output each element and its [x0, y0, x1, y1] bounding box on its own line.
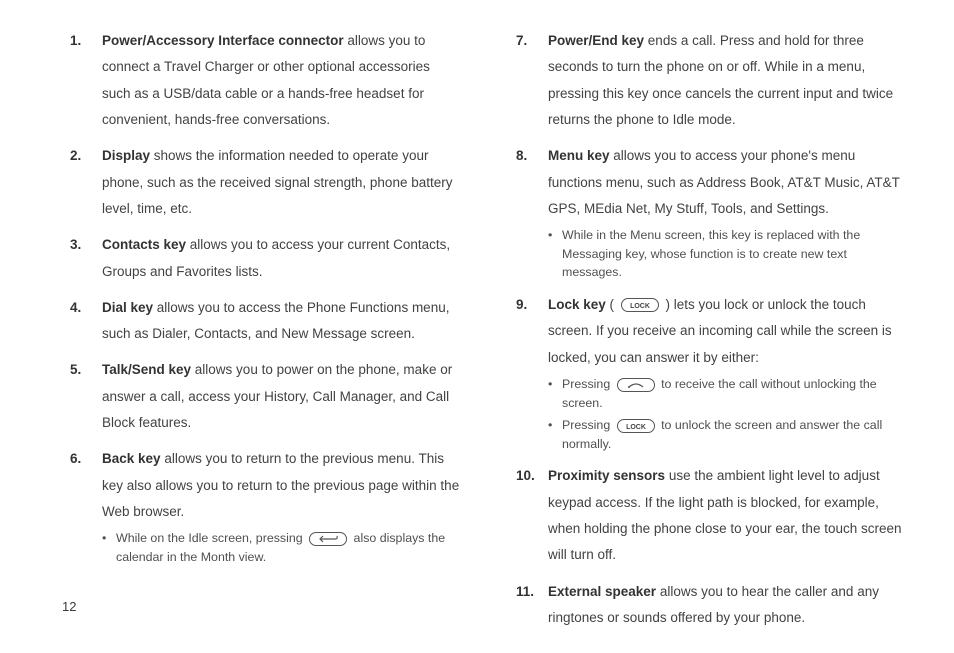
sub-list: While in the Menu screen, this key is re… [548, 226, 906, 282]
sub-item: While on the Idle screen, pressing also … [102, 529, 460, 566]
right-column: Power/End key ends a call. Press and hol… [508, 28, 906, 641]
list-item: Lock key ( LOCK ) lets you lock or unloc… [508, 292, 906, 453]
term: Display [102, 148, 150, 163]
list-item: Back key allows you to return to the pre… [62, 446, 460, 566]
sub-item: Pressing to receive the call without unl… [548, 375, 906, 412]
term: Lock key [548, 297, 606, 312]
list-item: Dial key allows you to access the Phone … [62, 295, 460, 348]
sub-list: Pressing to receive the call without unl… [548, 375, 906, 453]
back-key-icon [309, 532, 347, 546]
term: Back key [102, 451, 161, 466]
svg-text:LOCK: LOCK [630, 303, 650, 310]
sub-item: Pressing LOCK to unlock the screen and a… [548, 416, 906, 453]
desc: shows the information needed to operate … [102, 148, 452, 216]
svg-text:LOCK: LOCK [626, 424, 646, 431]
send-key-icon [617, 378, 655, 392]
term: Proximity sensors [548, 468, 665, 483]
list-item: External speaker allows you to hear the … [508, 579, 906, 632]
right-list: Power/End key ends a call. Press and hol… [508, 28, 906, 631]
term: Dial key [102, 300, 153, 315]
desc: allows you to access the Phone Functions… [102, 300, 449, 341]
sub-pre: Pressing [562, 418, 614, 432]
term: Talk/Send key [102, 362, 191, 377]
list-item: Menu key allows you to access your phone… [508, 143, 906, 282]
sub-list: While on the Idle screen, pressing also … [102, 529, 460, 566]
page-container: Power/Accessory Interface connector allo… [0, 0, 954, 653]
list-item: Talk/Send key allows you to power on the… [62, 357, 460, 436]
list-item: Power/End key ends a call. Press and hol… [508, 28, 906, 133]
list-item: Display shows the information needed to … [62, 143, 460, 222]
sub-pre: While on the Idle screen, pressing [116, 531, 306, 545]
term: Menu key [548, 148, 610, 163]
left-list: Power/Accessory Interface connector allo… [62, 28, 460, 567]
term: External speaker [548, 584, 656, 599]
lock-key-icon: LOCK [621, 298, 659, 312]
page-number: 12 [62, 599, 76, 614]
term: Contacts key [102, 237, 186, 252]
lock-key-icon: LOCK [617, 419, 655, 433]
list-item: Power/Accessory Interface connector allo… [62, 28, 460, 133]
term: Power/Accessory Interface connector [102, 33, 344, 48]
left-column: Power/Accessory Interface connector allo… [62, 28, 460, 641]
list-item: Proximity sensors use the ambient light … [508, 463, 906, 568]
list-item: Contacts key allows you to access your c… [62, 232, 460, 285]
sub-pre: Pressing [562, 377, 614, 391]
sub-item: While in the Menu screen, this key is re… [548, 226, 906, 282]
pre: ( [606, 297, 618, 312]
term: Power/End key [548, 33, 644, 48]
